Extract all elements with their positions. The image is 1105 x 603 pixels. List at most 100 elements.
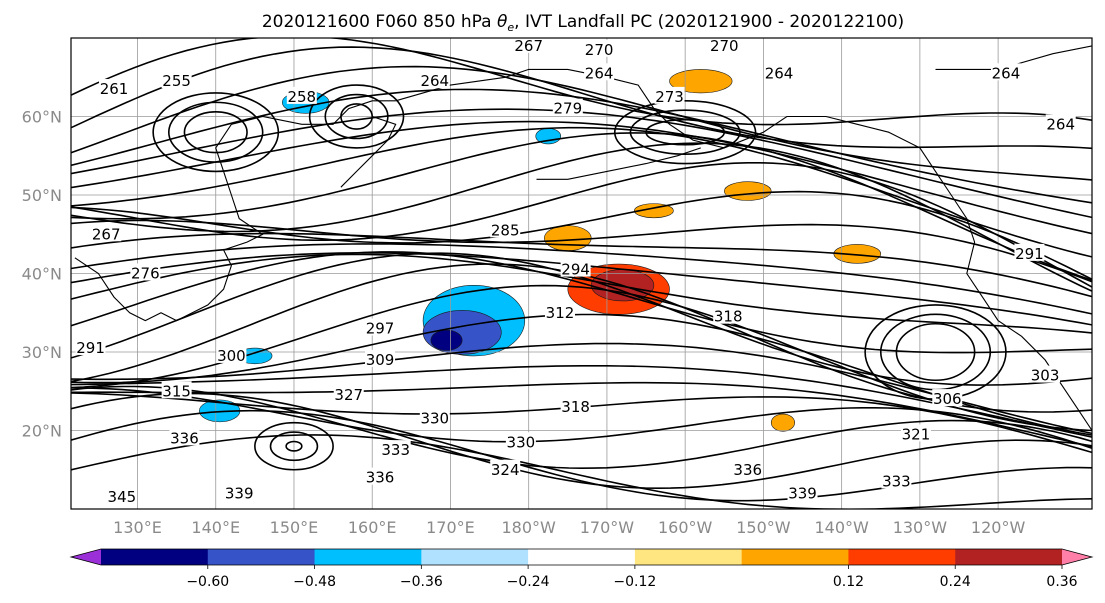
contour-label-mask: [216, 345, 247, 363]
y-tick-label: 20°N: [22, 422, 62, 441]
colorbar-swatch: [314, 549, 422, 565]
closed-contour: [183, 110, 248, 154]
contour-label: 336: [170, 429, 199, 447]
contour-label-mask: [91, 224, 122, 242]
y-tick-label: 40°N: [22, 265, 62, 284]
theta-e-contour-line: [71, 392, 1092, 490]
contour-label: 297: [366, 319, 395, 337]
theta-e-contour-line: [71, 132, 1092, 281]
colorbar-swatch: [848, 549, 956, 565]
contour-label-mask: [900, 424, 931, 442]
colorbar-swatch: [955, 549, 1063, 565]
colorbar-swatch: [207, 549, 316, 565]
contour-label: 300: [217, 347, 246, 365]
contour-label-mask: [490, 459, 521, 477]
contour-label-mask: [560, 259, 591, 277]
colorbar-outline: [69, 548, 1094, 566]
closed-contour: [324, 93, 389, 140]
contour-label: 264: [1046, 115, 1075, 133]
contour-label-mask: [990, 63, 1021, 81]
contour-label: 318: [714, 308, 743, 326]
theta-e-contour-line: [71, 126, 1092, 258]
theta-e-contour-line: [71, 219, 1092, 283]
anomaly-region-4: [723, 181, 772, 201]
colorbar-swatch: [528, 549, 636, 565]
contour-label-mask: [490, 220, 521, 238]
theta-e-contour-line: [71, 409, 1092, 502]
contour-label: 255: [162, 72, 191, 90]
theta-e-contour-line: [71, 252, 1092, 386]
colorbar-extend-max: [1062, 549, 1092, 565]
map-frame: [70, 37, 1093, 510]
contour-label: 258: [287, 88, 316, 106]
anomaly-region-9: [422, 310, 502, 355]
anomaly-region-7: [770, 413, 795, 432]
contour-label-mask: [1045, 114, 1076, 132]
x-tick-label: 120°W: [971, 518, 1026, 537]
contour-label-mask: [161, 381, 192, 399]
x-tick-label: 170°W: [580, 518, 635, 537]
contour-label: 267: [92, 225, 121, 243]
contour-label-mask: [169, 428, 200, 446]
closed-contour: [167, 101, 264, 163]
colorbar-tick-label: 0.36: [1046, 574, 1077, 590]
contour-label: 315: [162, 382, 191, 400]
contour-label-mask: [713, 306, 744, 324]
x-tick-label: 180°W: [502, 518, 557, 537]
contour-label-mask: [286, 86, 317, 104]
contour-label-mask: [333, 385, 364, 403]
contour-label: 318: [561, 398, 590, 416]
theta-e-contour-line: [71, 162, 1092, 288]
contour-label: 303: [1031, 367, 1060, 385]
contour-label: 333: [381, 441, 410, 459]
theta-e-contour-line: [71, 142, 1092, 292]
contour-label-mask: [732, 459, 763, 477]
contour-label: 273: [655, 88, 684, 106]
colorbar-swatch: [101, 549, 209, 565]
contour-label: 291: [76, 339, 105, 357]
theta-e-contours: [71, 38, 1092, 509]
colorbar-tick-label: 0.12: [833, 574, 864, 590]
theta-e-contour-line: [71, 381, 1092, 448]
x-tick-label: 130°E: [113, 518, 162, 537]
contour-label: 339: [788, 484, 817, 502]
contour-label: 267: [514, 37, 543, 55]
contour-label: 306: [933, 390, 962, 408]
contour-label-mask: [380, 440, 411, 458]
contour-label-mask: [106, 487, 137, 505]
closed-contour: [308, 84, 405, 149]
theta-e-contour-line: [71, 342, 1092, 435]
theta-e-contour-line: [71, 434, 1092, 509]
contour-label: 291: [1015, 245, 1044, 263]
contour-label-mask: [881, 471, 912, 489]
contour-label-mask: [75, 338, 106, 356]
contour-label: 312: [546, 304, 575, 322]
chart-title: 2020121600 F060 850 hPa θe, IVT Landfall…: [262, 12, 904, 34]
theta-e-contour-line: [71, 251, 1092, 354]
closed-contour: [895, 322, 976, 382]
x-tick-label: 130°W: [893, 518, 948, 537]
contour-label-mask: [584, 63, 615, 81]
contour-label-mask: [419, 408, 450, 426]
x-tick-label: 140°W: [814, 518, 869, 537]
contour-label: 264: [585, 64, 614, 82]
coastline: [74, 100, 396, 322]
contour-label-mask: [365, 349, 396, 367]
contour-label-mask: [764, 63, 795, 81]
x-tick-label: 160°W: [658, 518, 713, 537]
contour-label-mask: [787, 483, 818, 501]
colorbar-swatch: [421, 549, 529, 565]
contour-label-mask: [365, 318, 396, 336]
x-tick-label: 140°E: [191, 518, 240, 537]
contour-label-mask: [1014, 243, 1045, 261]
colorbar-tick-label: −0.36: [400, 574, 443, 590]
contour-label-mask: [130, 263, 161, 281]
y-tick-label: 60°N: [22, 108, 62, 127]
colorbar: [69, 548, 1094, 566]
y-tick-label: 30°N: [22, 343, 62, 362]
contour-label-mask: [99, 79, 130, 97]
contour-label: 309: [366, 351, 395, 369]
contour-label-mask: [552, 98, 583, 116]
